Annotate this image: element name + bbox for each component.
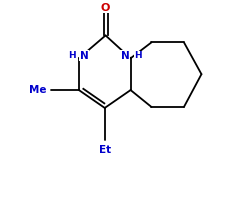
Text: H: H	[68, 51, 75, 60]
Text: H: H	[134, 51, 142, 60]
Text: N: N	[121, 51, 130, 61]
Text: N: N	[80, 51, 89, 61]
Text: Et: Et	[99, 145, 111, 155]
Text: Me: Me	[29, 85, 46, 95]
Text: O: O	[101, 3, 110, 13]
